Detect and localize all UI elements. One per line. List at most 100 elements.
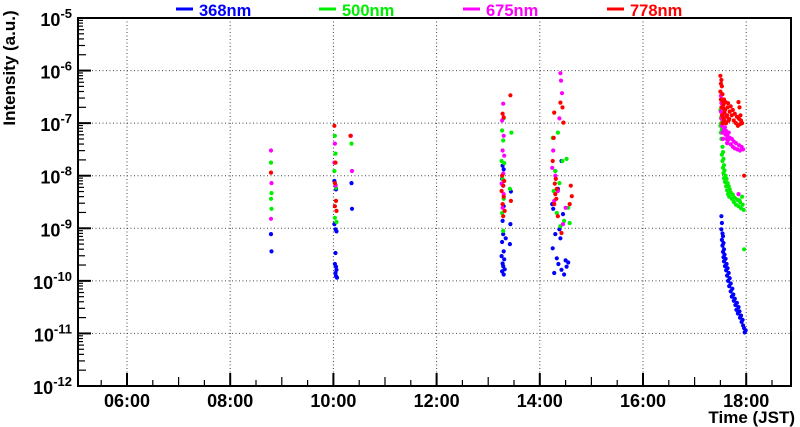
data-point (502, 153, 507, 158)
data-point (719, 84, 725, 89)
data-point (333, 198, 339, 203)
y-tick-label: 10-12 (33, 374, 72, 398)
data-point (724, 176, 729, 181)
data-point (724, 121, 729, 126)
data-point (566, 260, 571, 265)
data-point (722, 252, 727, 257)
data-point (552, 181, 557, 186)
data-point (741, 207, 746, 212)
data-point (743, 328, 748, 333)
data-point (554, 196, 559, 201)
data-point (500, 218, 505, 223)
series-points-778nm (268, 73, 747, 236)
data-point (553, 173, 558, 178)
data-point (732, 296, 737, 301)
data-point (569, 194, 574, 199)
data-point (726, 130, 731, 135)
x-tick-label: 16:00 (620, 391, 666, 411)
data-point (499, 188, 504, 194)
data-point (742, 173, 747, 178)
data-point (555, 214, 561, 219)
data-point (558, 78, 564, 83)
data-point (720, 150, 726, 155)
data-point (332, 181, 337, 186)
data-point (721, 163, 727, 168)
data-point (722, 168, 727, 173)
data-point (721, 240, 726, 246)
data-point (508, 93, 513, 98)
data-point (501, 183, 506, 188)
data-point (334, 275, 340, 280)
data-point (332, 168, 337, 174)
data-point (560, 158, 565, 164)
data-point (268, 160, 274, 165)
data-point (501, 138, 506, 143)
legend-label-778nm: 778nm (630, 2, 682, 20)
data-point (551, 188, 556, 194)
data-point (730, 286, 735, 291)
data-point (349, 141, 354, 146)
data-point (559, 267, 564, 272)
data-point (562, 272, 567, 277)
data-point (554, 210, 559, 216)
legend-entry-675nm: 675nm (463, 2, 538, 20)
data-point (737, 198, 742, 203)
data-point (501, 228, 506, 233)
data-point (723, 173, 728, 178)
data-point (725, 113, 730, 118)
data-point (738, 113, 743, 118)
data-point (737, 105, 742, 110)
data-point (333, 250, 338, 256)
data-point (334, 267, 339, 272)
data-point (509, 130, 514, 135)
x-tick-label: 12:00 (414, 391, 460, 411)
data-point (268, 196, 274, 201)
data-point (561, 120, 566, 125)
data-point (332, 133, 337, 138)
data-point (333, 151, 338, 156)
data-point (334, 208, 339, 213)
data-point (553, 192, 558, 197)
y-tick-label: 10-6 (40, 59, 72, 83)
data-point (269, 181, 274, 186)
legend-label-368nm: 368nm (199, 2, 251, 20)
data-point (332, 215, 337, 220)
data-point (332, 123, 337, 128)
legend-entry-500nm: 500nm (319, 2, 394, 20)
data-point (508, 222, 513, 227)
data-point (501, 133, 506, 138)
data-point (719, 77, 724, 83)
y-tick-label: 10-8 (40, 164, 72, 188)
data-point (720, 92, 725, 97)
data-point (552, 110, 557, 115)
data-point (718, 73, 723, 78)
data-point (562, 218, 567, 223)
data-point (723, 256, 728, 261)
data-point (557, 116, 562, 121)
data-point (332, 204, 337, 209)
data-point (551, 135, 556, 140)
data-point (726, 101, 731, 106)
data-point (740, 317, 745, 322)
data-point (500, 111, 505, 116)
data-point (718, 109, 724, 114)
data-point (731, 292, 736, 297)
data-point (564, 264, 569, 269)
data-point (740, 121, 745, 126)
data-point (332, 141, 337, 146)
data-point (740, 194, 745, 199)
data-point (551, 206, 556, 211)
data-point (333, 264, 339, 269)
data-point (734, 300, 740, 305)
y-tick-label: 10-11 (34, 321, 72, 345)
data-point (719, 237, 725, 242)
legend-entry-778nm: 778nm (607, 2, 682, 20)
data-point (742, 247, 747, 252)
data-point (727, 116, 732, 121)
data-point (269, 249, 274, 254)
data-point (554, 186, 559, 191)
data-point (500, 173, 505, 178)
data-point (725, 266, 730, 271)
plot-frame (77, 17, 792, 387)
data-point (738, 313, 744, 318)
